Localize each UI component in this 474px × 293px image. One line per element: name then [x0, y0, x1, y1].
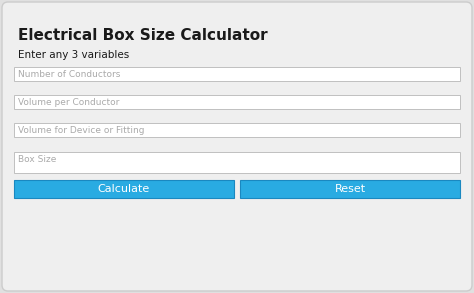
Text: Volume for Device or Fitting: Volume for Device or Fitting	[18, 126, 145, 135]
Text: Volume per Conductor: Volume per Conductor	[18, 98, 119, 107]
Bar	[14, 123, 460, 137]
Text: Enter any 3 variables: Enter any 3 variables	[18, 50, 129, 60]
Text: Box Size: Box Size	[18, 155, 56, 164]
Text: Electrical Box Size Calculator: Electrical Box Size Calculator	[18, 28, 268, 43]
Text: Reset: Reset	[335, 184, 365, 194]
Text: Number of Conductors: Number of Conductors	[18, 70, 120, 79]
Text: Box Size (cubic inches): Box Size (cubic inches)	[14, 153, 141, 163]
Text: Volume Allowance per Conductor (cubic inches): Volume Allowance per Conductor (cubic in…	[14, 97, 277, 107]
Bar	[14, 152, 460, 173]
Text: Calculate: Calculate	[98, 184, 150, 194]
Text: Volume Allowance for Device or Fitting (cubic inches): Volume Allowance for Device or Fitting (…	[14, 125, 309, 135]
FancyBboxPatch shape	[2, 2, 472, 291]
Bar	[14, 180, 234, 198]
Bar	[14, 67, 460, 81]
Bar	[14, 95, 460, 109]
Text: Total Number of Conductors: Total Number of Conductors	[14, 69, 168, 79]
Bar	[240, 180, 460, 198]
